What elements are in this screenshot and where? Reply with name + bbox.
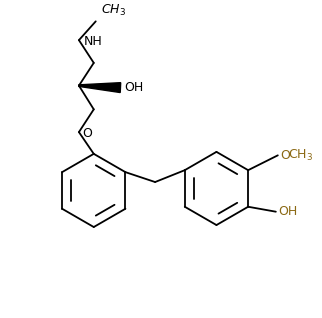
Text: CH$_3$: CH$_3$ xyxy=(288,148,313,163)
Text: CH$_3$: CH$_3$ xyxy=(101,3,126,18)
Text: OH: OH xyxy=(278,205,297,218)
Text: O: O xyxy=(82,127,92,140)
Polygon shape xyxy=(79,83,121,93)
Text: NH: NH xyxy=(84,35,103,48)
Text: OH: OH xyxy=(124,81,144,94)
Text: O: O xyxy=(280,149,290,162)
